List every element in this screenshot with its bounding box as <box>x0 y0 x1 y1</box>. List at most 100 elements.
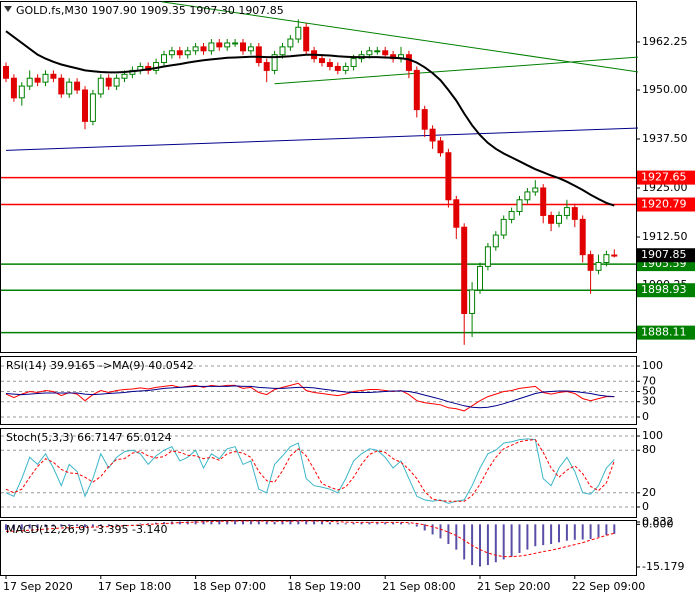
trend-line <box>274 56 639 85</box>
candle-body <box>374 50 381 53</box>
y-tick-label: 80 <box>642 443 656 456</box>
candle-body <box>587 254 594 271</box>
panel-frame <box>0 356 637 425</box>
candle-body <box>437 140 444 154</box>
price-label-bg <box>637 283 695 298</box>
candle-body <box>500 218 507 236</box>
candle-body <box>66 81 73 95</box>
menu-arrow[interactable] <box>4 6 12 12</box>
candle-body <box>279 46 286 56</box>
candle-body <box>319 58 325 64</box>
candle-body <box>3 65 9 79</box>
candle-body <box>342 65 349 71</box>
candle-body <box>453 199 460 228</box>
candle-body <box>429 128 436 142</box>
candle-body <box>208 42 215 52</box>
panel-title: Stoch(5,3,3) 66.7147 65.0124 <box>6 431 172 444</box>
candle-body <box>366 50 373 56</box>
candle-body <box>334 65 341 71</box>
series-line <box>5 382 615 412</box>
x-tick-label: 18 Sep 19:00 <box>287 580 360 593</box>
candle-body <box>184 50 191 56</box>
x-tick-label: 22 Sep 09:00 <box>572 580 645 593</box>
x-tick-label: 21 Sep 08:00 <box>382 580 455 593</box>
last-price-bg <box>637 248 695 263</box>
price-label: 1920.79 <box>641 198 687 211</box>
panel-frame <box>0 1 637 353</box>
candle-body <box>563 207 570 216</box>
candle-body <box>255 46 262 64</box>
candle-body <box>287 38 294 48</box>
candle-body <box>192 46 199 52</box>
x-tick-label: 18 Sep 07:00 <box>193 580 266 593</box>
candle-body <box>469 289 476 314</box>
x-tick-label: 17 Sep 18:00 <box>98 580 171 593</box>
y-tick-label: 1950.00 <box>642 83 688 96</box>
y-tick-label: 0 <box>642 500 649 513</box>
candle-body <box>303 26 310 52</box>
candle-body <box>295 26 302 40</box>
candle-body <box>405 54 412 71</box>
candle-body <box>97 77 104 95</box>
candle-body <box>413 69 420 111</box>
candle-body <box>382 50 389 56</box>
trend-line <box>5 127 639 151</box>
series-line <box>5 439 615 502</box>
candle-body <box>82 89 88 122</box>
candle-body <box>532 187 539 193</box>
price-label: 1888.11 <box>641 326 687 339</box>
candle-body <box>524 191 531 201</box>
candle-body <box>484 246 491 267</box>
candle-body <box>121 73 128 79</box>
trend-line <box>161 1 639 73</box>
candle-body <box>176 50 183 56</box>
candle-body <box>18 85 25 99</box>
y-tick-label: 50 <box>642 385 656 398</box>
candle-body <box>10 77 17 99</box>
candle-body <box>492 234 499 248</box>
price-label-bg <box>637 197 695 212</box>
candle-body <box>216 42 223 48</box>
y-tick-label: 100 <box>642 429 663 442</box>
candle-body <box>113 77 120 87</box>
candle-body <box>161 54 167 64</box>
candle-body <box>477 265 483 291</box>
candle-body <box>42 73 49 83</box>
y-tick-label: 30 <box>642 395 656 408</box>
candle-body <box>247 46 254 52</box>
candle-body <box>240 42 246 52</box>
candle-body <box>461 226 468 314</box>
candle-body <box>263 62 270 71</box>
x-tick-label: 21 Sep 20:00 <box>477 580 550 593</box>
series-line <box>5 438 615 504</box>
candle-body <box>153 62 160 71</box>
last-price-label: 1907.85 <box>641 248 687 261</box>
price-label-bg <box>637 325 695 340</box>
candle-body <box>105 77 112 87</box>
candle-body <box>579 218 586 256</box>
candle-body <box>168 50 175 56</box>
panel-title: GOLD.fs,M30 1907.90 1909.35 1907.30 1907… <box>16 4 284 17</box>
candle-body <box>556 214 562 224</box>
candle-body <box>224 42 231 48</box>
candle-body <box>232 42 239 45</box>
candle-body <box>74 81 81 91</box>
candle-body <box>611 254 618 257</box>
y-tick-label: 1962.25 <box>642 35 688 48</box>
panel-frame <box>0 520 637 576</box>
panel-title: MACD(12,26,9) -3.395 -3.140 <box>6 523 167 536</box>
price-label: 1898.93 <box>641 283 687 296</box>
y-tick-label: 100 <box>642 359 663 372</box>
y-tick-label: 0.000 <box>642 517 674 530</box>
candle-body <box>421 109 428 130</box>
candle-body <box>571 207 578 220</box>
candle-body <box>26 77 33 87</box>
series-line <box>5 30 615 207</box>
panel-frame <box>0 428 637 518</box>
y-tick-label: 0.832 <box>642 515 674 528</box>
y-tick-label: 1912.50 <box>642 230 688 243</box>
y-tick-label: 20 <box>642 486 656 499</box>
candle-body <box>445 152 452 201</box>
